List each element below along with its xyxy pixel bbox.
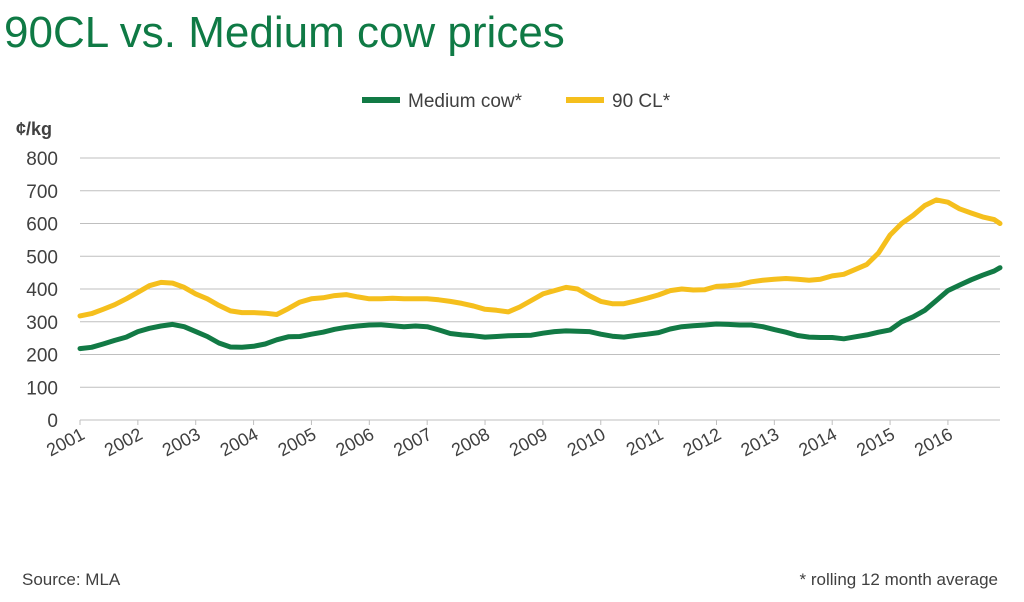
x-axis-ticks: 2001 2002 2003 2004 2005 2006 2007 2008 2009 2010… xyxy=(43,420,956,460)
series-line-medium-cow xyxy=(77,265,1003,352)
y-tick-label: 500 xyxy=(26,247,58,268)
y-tick-label: 100 xyxy=(26,378,58,399)
x-tick-label: 2003 xyxy=(159,424,204,460)
x-tick-label: 2004 xyxy=(217,424,262,460)
footnote: * rolling 12 month average xyxy=(799,570,998,589)
x-tick-label: 2002 xyxy=(101,424,146,460)
x-tick-label: 2010 xyxy=(564,424,609,460)
gridlines xyxy=(80,157,1000,421)
series-line-90-cl xyxy=(77,197,1003,319)
y-tick-label: 400 xyxy=(26,280,58,301)
x-tick-label: 2009 xyxy=(506,424,551,460)
chart-title: 90CL vs. Medium cow prices xyxy=(4,8,565,57)
x-tick-label: 2016 xyxy=(911,424,956,460)
legend-label-medium-cow: Medium cow* xyxy=(408,91,523,112)
y-tick-label: 700 xyxy=(26,182,58,203)
x-tick-label: 2011 xyxy=(623,424,667,460)
source-note: Source: MLA xyxy=(22,570,121,589)
x-tick-label: 2008 xyxy=(448,424,493,460)
y-tick-label: 300 xyxy=(26,313,58,334)
x-tick-label: 2015 xyxy=(853,424,898,460)
x-tick-label: 2007 xyxy=(390,424,435,460)
y-tick-label: 200 xyxy=(26,346,58,367)
x-tick-label: 2013 xyxy=(737,424,782,460)
x-tick-label: 2014 xyxy=(795,424,840,460)
x-tick-label: 2006 xyxy=(332,424,377,460)
legend: Medium cow* 90 CL* xyxy=(362,91,671,112)
x-tick-label: 2005 xyxy=(275,424,320,460)
y-tick-label: 0 xyxy=(47,411,58,432)
x-tick-label: 2012 xyxy=(680,424,725,460)
y-tick-label: 600 xyxy=(26,215,58,236)
legend-label-90-cl: 90 CL* xyxy=(612,91,671,112)
series-lines xyxy=(77,197,1003,352)
y-axis-ticks: 0 100 200 300 400 500 600 700 800 xyxy=(26,149,58,432)
y-tick-label: 800 xyxy=(26,149,58,170)
y-axis-label: ¢/kg xyxy=(16,119,52,139)
